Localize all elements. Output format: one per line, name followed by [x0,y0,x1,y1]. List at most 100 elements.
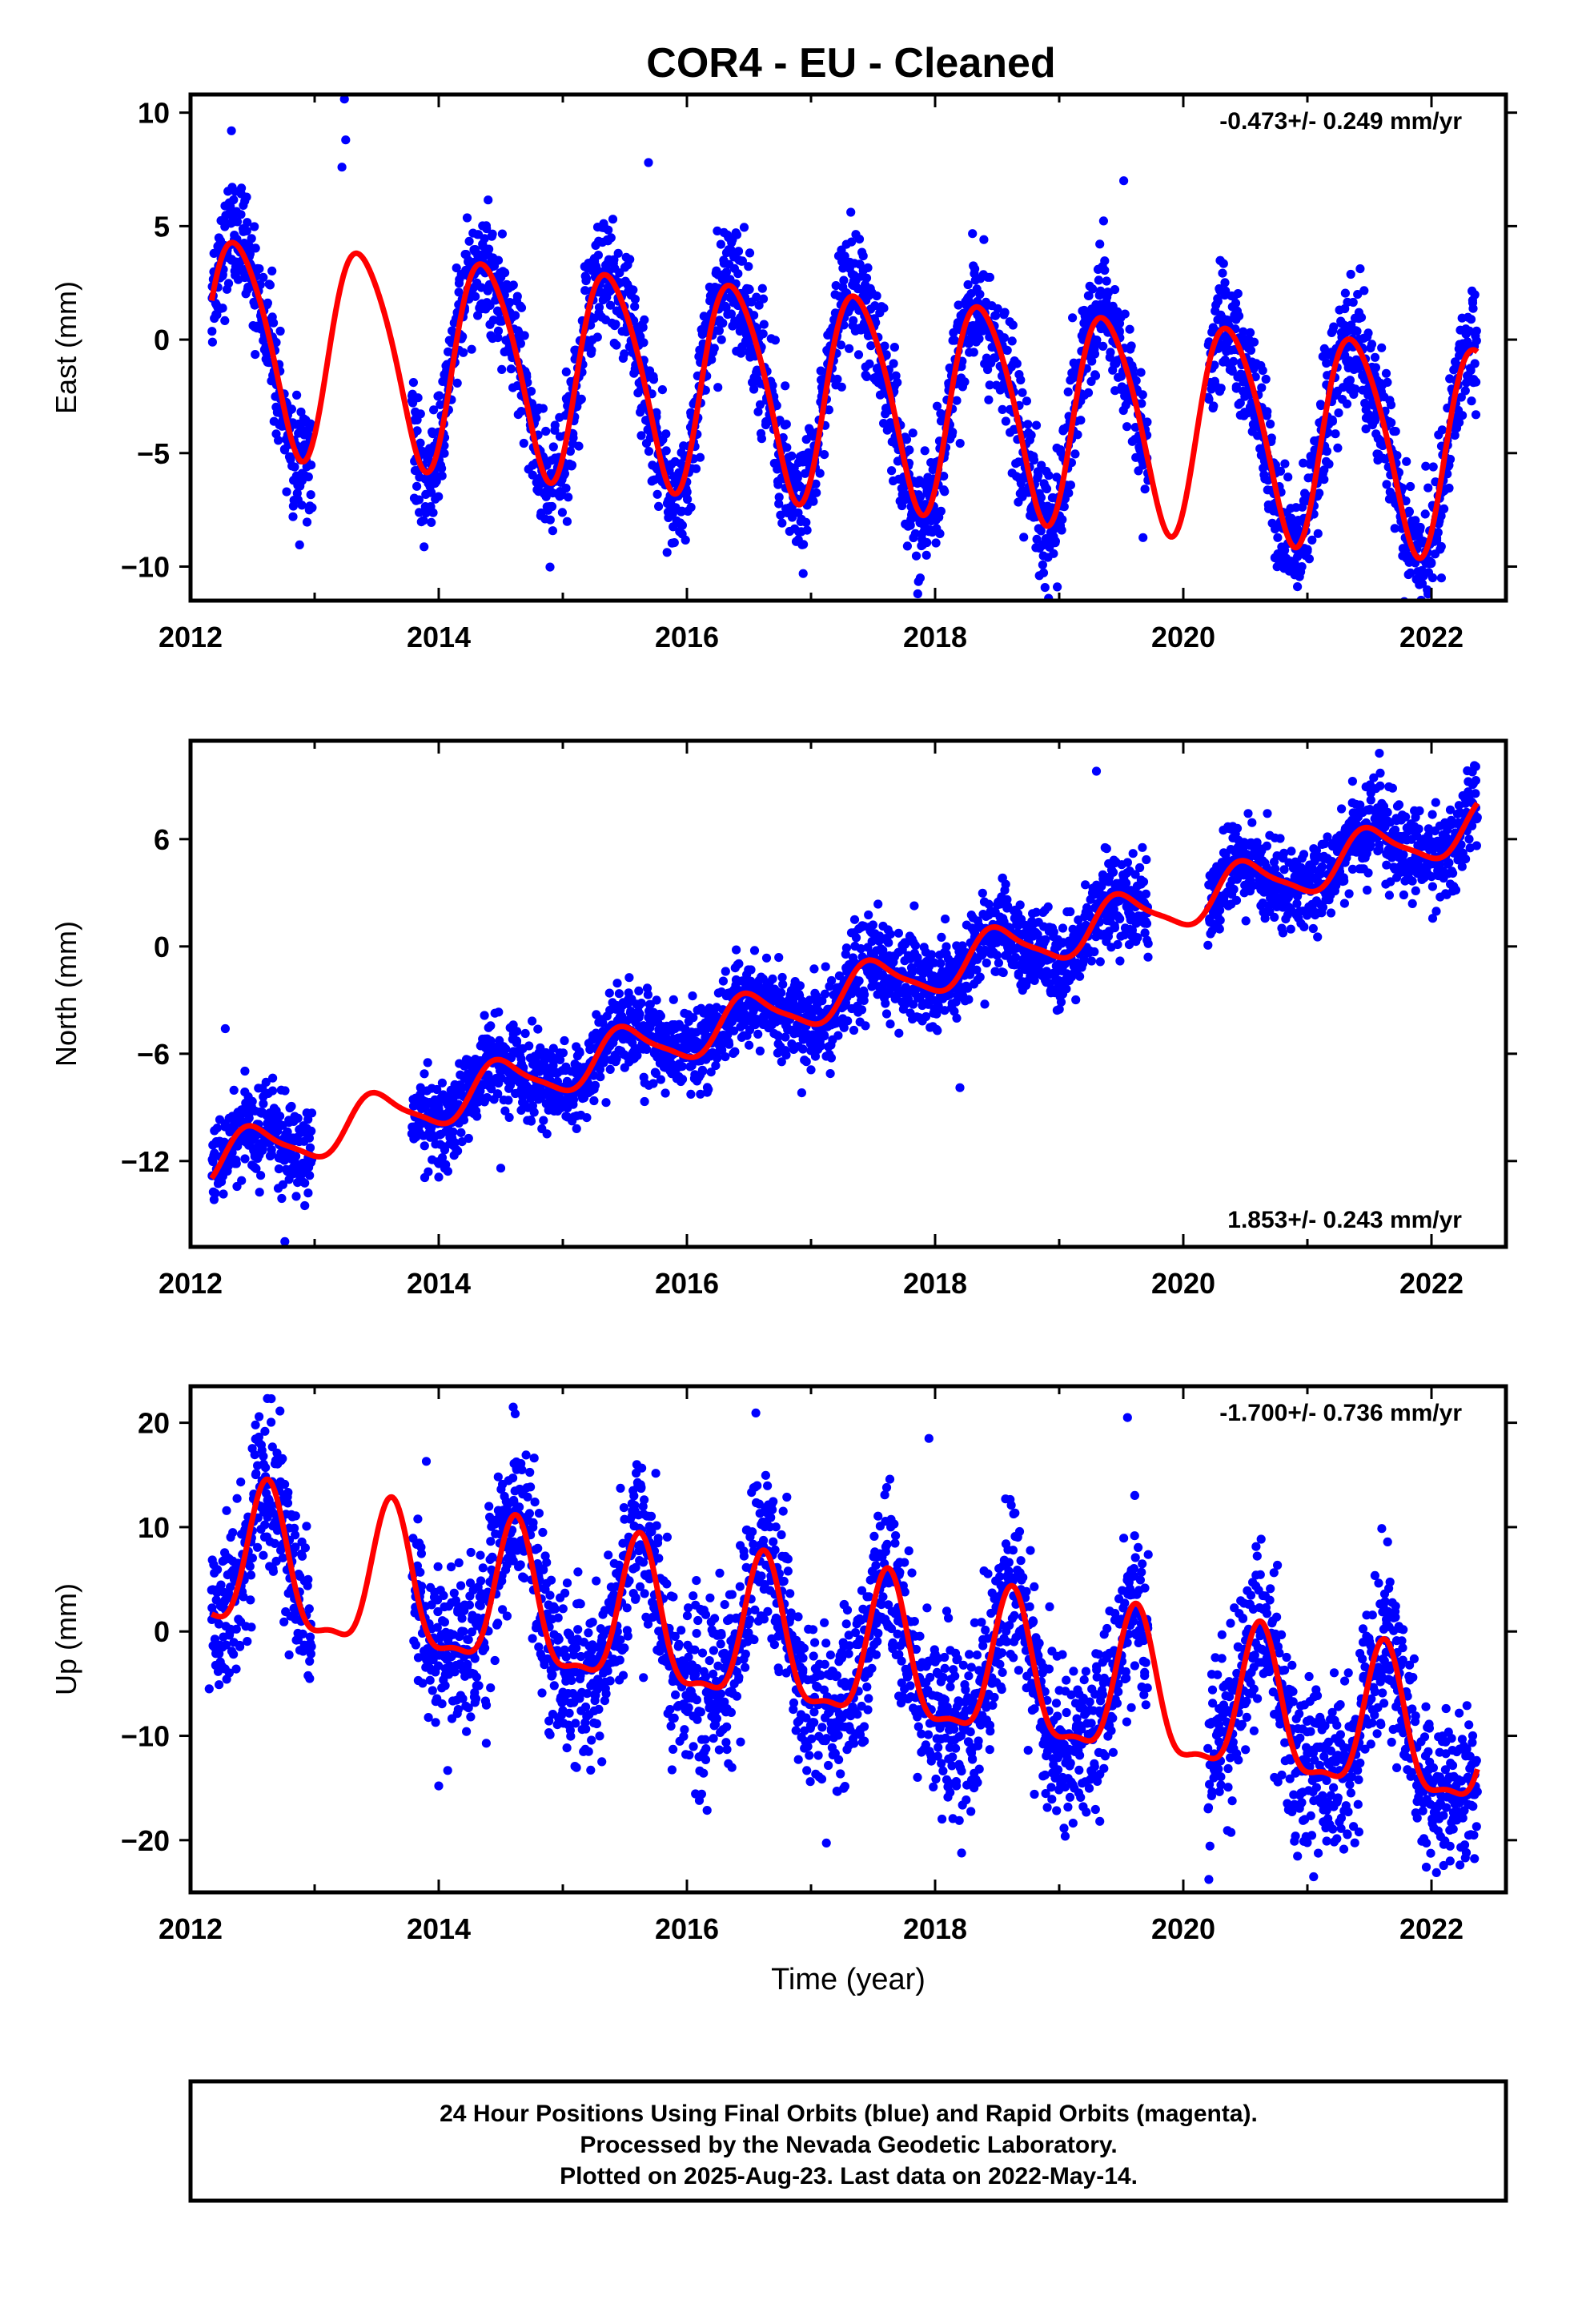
point [1423,589,1433,599]
point [1291,503,1301,513]
point [839,275,849,285]
point [1001,416,1010,426]
point [1340,288,1350,298]
point [1096,286,1106,296]
point [1348,297,1358,308]
point [1361,424,1371,434]
point [456,1128,466,1137]
point [1138,390,1147,400]
point [1411,516,1420,525]
point [955,439,965,448]
point [910,941,920,951]
point [889,343,899,352]
point [964,995,974,1004]
x-tick-label: 2018 [903,621,967,653]
point [936,506,946,516]
point [1401,496,1411,506]
point [1036,493,1046,502]
point [1391,427,1400,436]
point [480,1011,489,1020]
point [1342,399,1352,408]
point [303,1188,313,1198]
point [624,973,634,983]
point [1333,443,1343,453]
point [545,515,555,525]
point [484,244,494,254]
point [1235,312,1244,321]
point [612,979,622,988]
point [1472,377,1481,387]
point [656,1075,666,1084]
point [506,364,516,374]
point [683,494,693,505]
point [250,222,259,231]
point [893,378,902,388]
point [539,1116,548,1125]
point [287,1101,296,1112]
point [255,1188,264,1197]
data-points [207,749,1482,1246]
point [1034,571,1044,581]
point [236,210,246,219]
point [782,443,792,452]
point [1466,365,1476,376]
point [231,1159,241,1168]
point [1415,522,1425,533]
point [733,269,743,279]
point [614,989,624,999]
point [1304,554,1314,564]
point [1251,372,1260,382]
point [1415,602,1423,611]
point [935,529,945,539]
point [798,1044,808,1054]
point [283,1127,292,1136]
point [1008,320,1018,330]
point [642,1044,652,1054]
point [1297,562,1307,572]
point [612,1054,621,1063]
point [472,1112,482,1121]
point [846,207,856,217]
point [992,951,1002,960]
point [778,979,788,989]
point [1100,265,1110,275]
point [504,1112,514,1122]
point [1436,511,1446,521]
point [219,1189,228,1199]
point [858,251,868,261]
point [863,263,873,272]
point [341,135,351,145]
point [1049,549,1058,558]
point [290,462,299,472]
point [548,1043,558,1053]
point [440,448,449,458]
point [639,338,648,348]
point [745,284,754,294]
point [1001,879,1010,889]
point [548,442,558,452]
point [809,497,818,506]
point [975,972,985,982]
point [437,464,447,473]
point [212,1124,222,1133]
point [816,1041,825,1051]
point [704,1084,713,1094]
point [280,1086,290,1096]
point [993,304,1002,314]
point [732,230,742,239]
point [557,508,568,517]
point [686,1089,696,1099]
point [420,542,429,552]
point [1300,489,1310,498]
point [809,964,819,974]
point [1421,461,1431,471]
point [291,1152,301,1161]
point [526,1116,536,1126]
point [339,94,349,104]
x-tick-label: 2016 [655,621,719,653]
point [825,1069,835,1079]
point [1073,430,1082,440]
point [267,266,277,275]
point [707,355,717,364]
point [682,487,692,497]
